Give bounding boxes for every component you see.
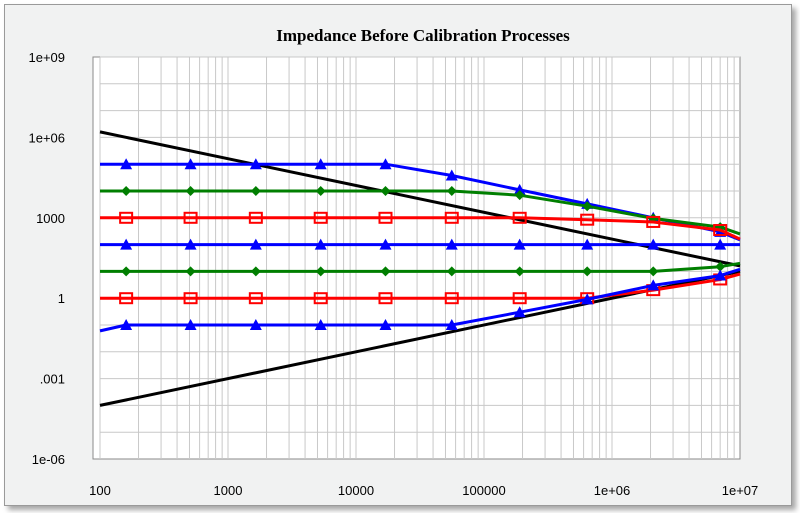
square-marker [248,292,263,305]
triangle-marker [513,183,526,195]
triangle-marker [184,319,197,330]
triangle-marker [513,306,526,318]
square-marker [183,211,198,224]
triangle-marker [445,238,458,250]
series-line [100,216,741,241]
square-marker [119,211,134,224]
triangle-marker [314,158,327,170]
square-marker [713,224,728,237]
triangle-marker [314,238,327,250]
diamond-marker [250,186,261,196]
triangle-marker [714,238,727,250]
chart-title: Impedance Before Calibration Processes [276,26,570,45]
y-tick-label: 1e-06 [32,452,65,467]
diamond-marker [380,186,391,196]
diamond-marker [446,186,457,196]
chart-frame: Impedance Before Calibration Processes 1… [4,4,792,506]
diamond-marker [250,266,261,277]
x-tick-label: 1e+06 [594,483,631,498]
series-layer [99,130,741,407]
triangle-marker [647,279,660,291]
triangle-marker [379,319,392,330]
triangle-marker [184,238,197,250]
triangle-marker [184,158,197,170]
chart-svg: Impedance Before Calibration Processes 1… [28,26,758,498]
square-marker [444,292,459,305]
triangle-marker [379,238,392,250]
diamond-marker [514,190,525,201]
square-marker [444,211,459,224]
triangle-marker [445,169,458,181]
triangle-marker [314,319,327,330]
triangle-marker [120,238,133,250]
diamond-marker [380,266,391,277]
square-marker [378,292,393,305]
diamond-marker [648,266,659,277]
plot-area [92,56,741,460]
diamond-marker [715,261,726,272]
square-marker [313,292,328,305]
triangle-marker [249,319,262,330]
y-tick-label: .001 [40,372,65,387]
triangle-marker [249,238,262,250]
series-green-6 [100,261,741,277]
triangle-marker [445,319,458,330]
triangle-marker [513,238,526,250]
diamond-marker [185,266,196,277]
y-tick-label: 1e+09 [28,50,65,65]
series-line [100,261,741,273]
diamond-marker [315,186,326,196]
series-line [99,267,741,333]
series-red-4 [100,211,741,241]
x-tick-label: 1000 [214,483,243,498]
diamond-marker [514,266,525,277]
square-marker [512,211,527,224]
diamond-marker [121,266,132,277]
axis-layer: 100 1000 10000 100000 1e+06 1e+07 1e+09 1e+06 10… [28,50,758,498]
y-tick-label: 1e+06 [28,130,65,145]
square-marker [119,292,134,305]
series-blue-8 [99,267,741,333]
diamond-marker [315,266,326,277]
square-marker [183,292,198,305]
square-marker [646,215,661,228]
triangle-marker [714,269,727,281]
diamond-marker [446,266,457,277]
x-tick-label: 1e+07 [722,483,759,498]
square-marker [248,211,263,224]
square-marker [378,211,393,224]
triangle-marker [581,293,594,305]
y-tick-label: 1 [58,291,65,306]
series-blue-5 [100,238,740,250]
triangle-marker [379,158,392,170]
square-marker [580,213,595,226]
x-tick-label: 100000 [462,483,505,498]
x-tick-label: 100 [89,483,111,498]
triangle-marker [120,158,133,170]
diamond-marker [185,186,196,196]
triangle-marker [647,238,660,250]
y-tick-label: 1000 [36,211,65,226]
square-marker [313,211,328,224]
diamond-marker [121,186,132,196]
triangle-marker [249,158,262,170]
triangle-marker [581,238,594,250]
diamond-marker [582,201,593,212]
x-tick-label: 10000 [338,483,374,498]
diamond-marker [582,266,593,277]
triangle-marker [120,319,133,330]
square-marker [512,292,527,305]
